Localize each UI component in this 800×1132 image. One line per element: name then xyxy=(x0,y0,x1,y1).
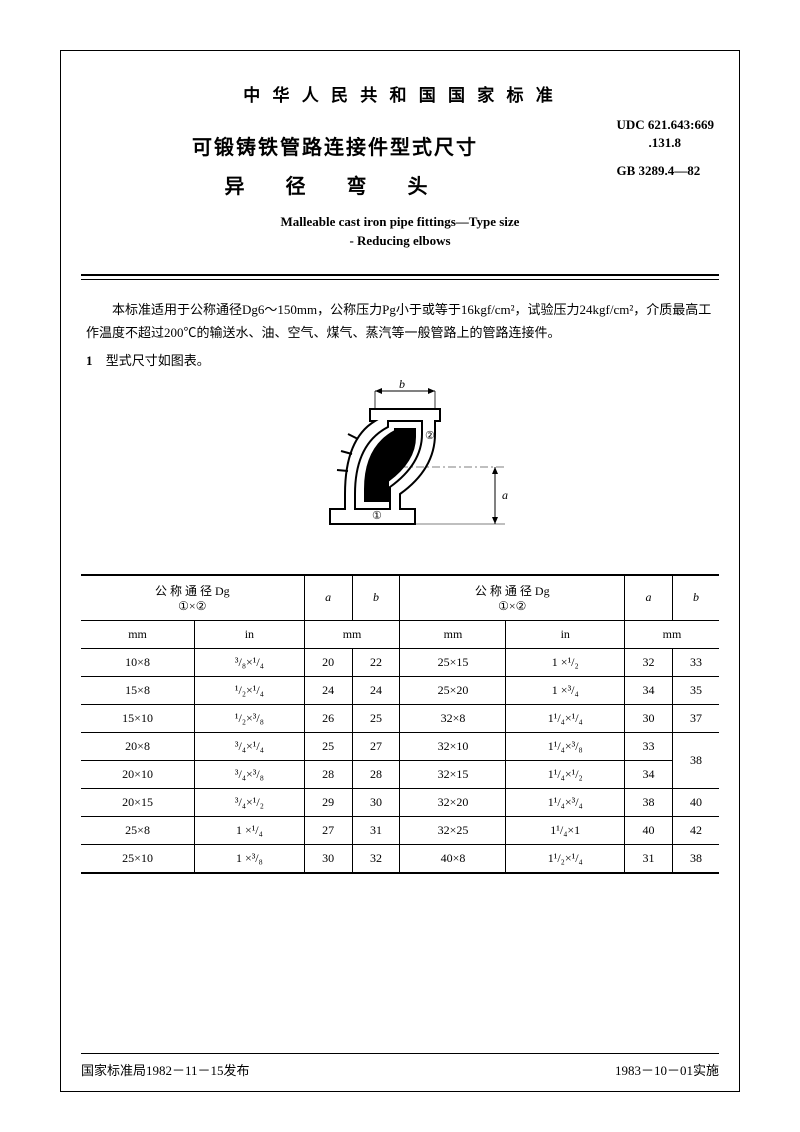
divider-thin xyxy=(81,279,719,280)
table-row: 15×8 ¹/₂×¹/₄ 24 24 25×20 1 ×³/₄ 34 35 xyxy=(81,676,719,704)
th-dg-left: 公 称 通 径 Dg ①×② xyxy=(81,575,304,621)
unit-mm-1: mm xyxy=(81,620,195,648)
th-dg-right: 公 称 通 径 Dg ①×② xyxy=(400,575,625,621)
dim-b-label: b xyxy=(399,379,405,391)
udc-label: UDC xyxy=(616,117,644,132)
header: 中 华 人 民 共 和 国 国 家 标 准 UDC 621.643:669 .1… xyxy=(81,81,719,249)
table-row: 25×8 1 ×¹/₄ 27 31 32×25 1¹/₄×1 40 42 xyxy=(81,816,719,844)
table-row: 20×15 ³/₄×¹/₂ 29 30 32×20 1¹/₄×³/₄ 38 40 xyxy=(81,788,719,816)
port-1-label: ① xyxy=(372,510,382,522)
footer: 国家标准局1982－11－15发布 1983－10－01实施 xyxy=(81,1053,719,1079)
effective-date: 1983－10－01实施 xyxy=(615,1060,719,1079)
unit-mm-2: mm xyxy=(304,620,400,648)
scope-paragraph: 本标准适用于公称通径Dg6～150mm，公称压力Pg小于或等于16kgf/cm²… xyxy=(86,298,714,345)
th-a-left: a xyxy=(304,575,352,621)
table-row: 20×10 ³/₄×³/₈ 28 28 32×15 1¹/₄×¹/₂ 34 xyxy=(81,760,719,788)
udc-line-1: UDC 621.643:669 xyxy=(616,116,714,134)
udc-code-1: 621.643:669 xyxy=(648,117,714,132)
th-b-right: b xyxy=(672,575,719,621)
table-row: 15×10 ¹/₂×³/₈ 26 25 32×8 1¹/₄×¹/₄ 30 37 xyxy=(81,704,719,732)
gb-code: 3289.4—82 xyxy=(639,163,701,178)
unit-in-2: in xyxy=(506,620,625,648)
section-1: 1 型式尺寸如图表。 xyxy=(86,350,714,369)
unit-mm-4: mm xyxy=(625,620,719,648)
footer-divider xyxy=(81,1053,719,1054)
dimension-table: 公 称 通 径 Dg ①×② a b 公 称 通 径 Dg ①×② a b mm… xyxy=(81,574,719,874)
section-text: 型式尺寸如图表。 xyxy=(106,353,210,368)
table-row: 10×8 ³/₈×¹/₄ 20 22 25×15 1 ×¹/₂ 32 33 xyxy=(81,648,719,676)
title-english-line-1: Malleable cast iron pipe fittings—Type s… xyxy=(81,214,719,230)
gb-line: GB 3289.4—82 xyxy=(616,162,714,180)
th-b-left: b xyxy=(352,575,400,621)
unit-mm-3: mm xyxy=(400,620,506,648)
country-standard-title: 中 华 人 民 共 和 国 国 家 标 准 xyxy=(81,81,719,106)
th-a-right: a xyxy=(625,575,673,621)
elbow-diagram: b ① ② xyxy=(81,379,719,554)
unit-in-1: in xyxy=(195,620,305,648)
port-2-label: ② xyxy=(425,430,435,442)
table-body: 10×8 ³/₈×¹/₄ 20 22 25×15 1 ×¹/₂ 32 33 15… xyxy=(81,648,719,873)
table-row: 20×8 ³/₄×¹/₄ 25 27 32×10 1¹/₄×³/₈ 33 38 xyxy=(81,732,719,760)
dim-a-label: a xyxy=(502,488,508,502)
issue-date: 国家标准局1982－11－15发布 xyxy=(81,1060,250,1079)
gb-label: GB xyxy=(616,163,635,178)
table-row: 25×10 1 ×³/₈ 30 32 40×8 1¹/₂×¹/₄ 31 38 xyxy=(81,844,719,873)
section-number: 1 xyxy=(86,353,93,368)
classification-codes: UDC 621.643:669 .131.8 GB 3289.4—82 xyxy=(616,116,714,181)
udc-line-2: .131.8 xyxy=(616,134,714,152)
page-frame: 中 华 人 民 共 和 国 国 家 标 准 UDC 621.643:669 .1… xyxy=(60,50,740,1092)
title-english-line-2: - Reducing elbows xyxy=(81,233,719,249)
